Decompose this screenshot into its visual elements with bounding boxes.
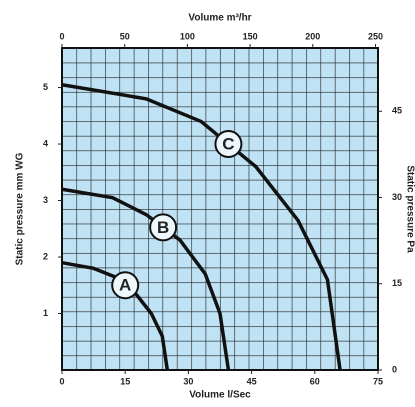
x-tick-label: 60 <box>310 376 320 386</box>
x2-axis-label: Volume m³/hr <box>188 13 251 24</box>
x-tick-label: 15 <box>120 376 130 386</box>
fan-curve <box>61 187 231 371</box>
y2-tick-label: 30 <box>392 192 402 202</box>
x2-tick-label: 100 <box>180 31 195 41</box>
y-tick-label: 3 <box>43 195 48 205</box>
x2-tick-label: 200 <box>305 31 320 41</box>
x-tick-label: 30 <box>183 376 193 386</box>
curve-badge <box>149 213 178 242</box>
curve-badge <box>111 271 140 300</box>
y2-tick-label: 45 <box>392 106 402 116</box>
plot-frame <box>61 47 379 371</box>
x-axis-label: Volume l/Sec <box>189 390 251 401</box>
fan-curve <box>61 82 342 371</box>
x2-tick-label: 50 <box>120 31 130 41</box>
y-tick-label: 5 <box>43 82 48 92</box>
x2-tick-label: 0 <box>59 31 64 41</box>
y-axis-label: Static pressure mm WG <box>15 152 26 265</box>
x-tick-label: 75 <box>373 376 383 386</box>
curve-label: A <box>119 276 131 295</box>
x2-tick-label: 150 <box>243 31 258 41</box>
y-tick-label: 4 <box>43 138 48 148</box>
y-tick-label: 2 <box>43 251 48 261</box>
x-tick-label: 0 <box>59 376 64 386</box>
curve-label: B <box>157 218 169 237</box>
y2-tick-label: 15 <box>392 278 402 288</box>
curve-label: C <box>222 135 234 154</box>
y-tick-label: 1 <box>43 308 48 318</box>
x-tick-label: 45 <box>247 376 257 386</box>
y2-axis-label: Static pressure Pa <box>404 165 415 253</box>
curve-badge <box>214 130 243 159</box>
x2-tick-label: 250 <box>368 31 383 41</box>
y2-tick-label: 0 <box>392 364 397 374</box>
